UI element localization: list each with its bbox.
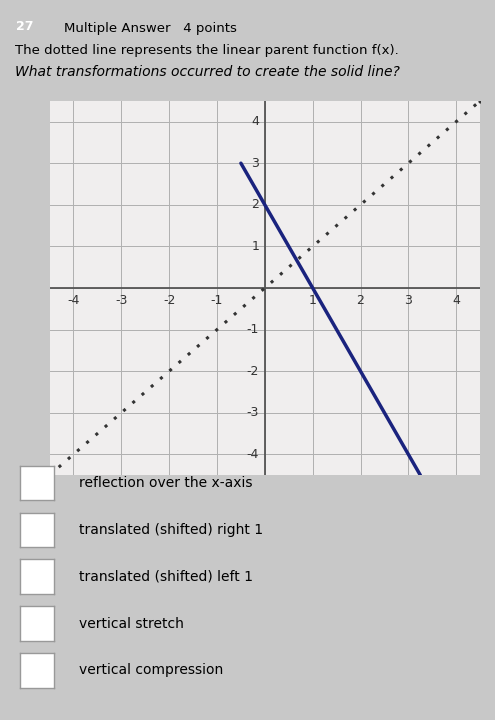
Text: 1: 1 (309, 294, 317, 307)
Text: 4: 4 (251, 115, 259, 128)
Text: 2: 2 (251, 198, 259, 211)
Text: -4: -4 (67, 294, 80, 307)
Text: The dotted line represents the linear parent function f(x).: The dotted line represents the linear pa… (15, 44, 398, 57)
Text: -3: -3 (115, 294, 128, 307)
Text: 4: 4 (452, 294, 460, 307)
Text: 1: 1 (251, 240, 259, 253)
Text: -2: -2 (163, 294, 175, 307)
Text: translated (shifted) right 1: translated (shifted) right 1 (79, 523, 263, 537)
Text: -2: -2 (247, 365, 259, 378)
Text: reflection over the x-axis: reflection over the x-axis (79, 476, 253, 490)
Text: 2: 2 (356, 294, 364, 307)
Text: vertical compression: vertical compression (79, 663, 223, 678)
Text: 27: 27 (16, 20, 34, 34)
Text: 3: 3 (251, 157, 259, 170)
Text: -4: -4 (247, 448, 259, 461)
Text: -1: -1 (247, 323, 259, 336)
Text: -3: -3 (247, 406, 259, 419)
Text: -1: -1 (211, 294, 223, 307)
Text: vertical stretch: vertical stretch (79, 616, 184, 631)
Text: 3: 3 (404, 294, 412, 307)
Text: translated (shifted) left 1: translated (shifted) left 1 (79, 570, 253, 584)
Text: What transformations occurred to create the solid line?: What transformations occurred to create … (15, 65, 400, 79)
Text: Multiple Answer   4 points: Multiple Answer 4 points (64, 22, 237, 35)
